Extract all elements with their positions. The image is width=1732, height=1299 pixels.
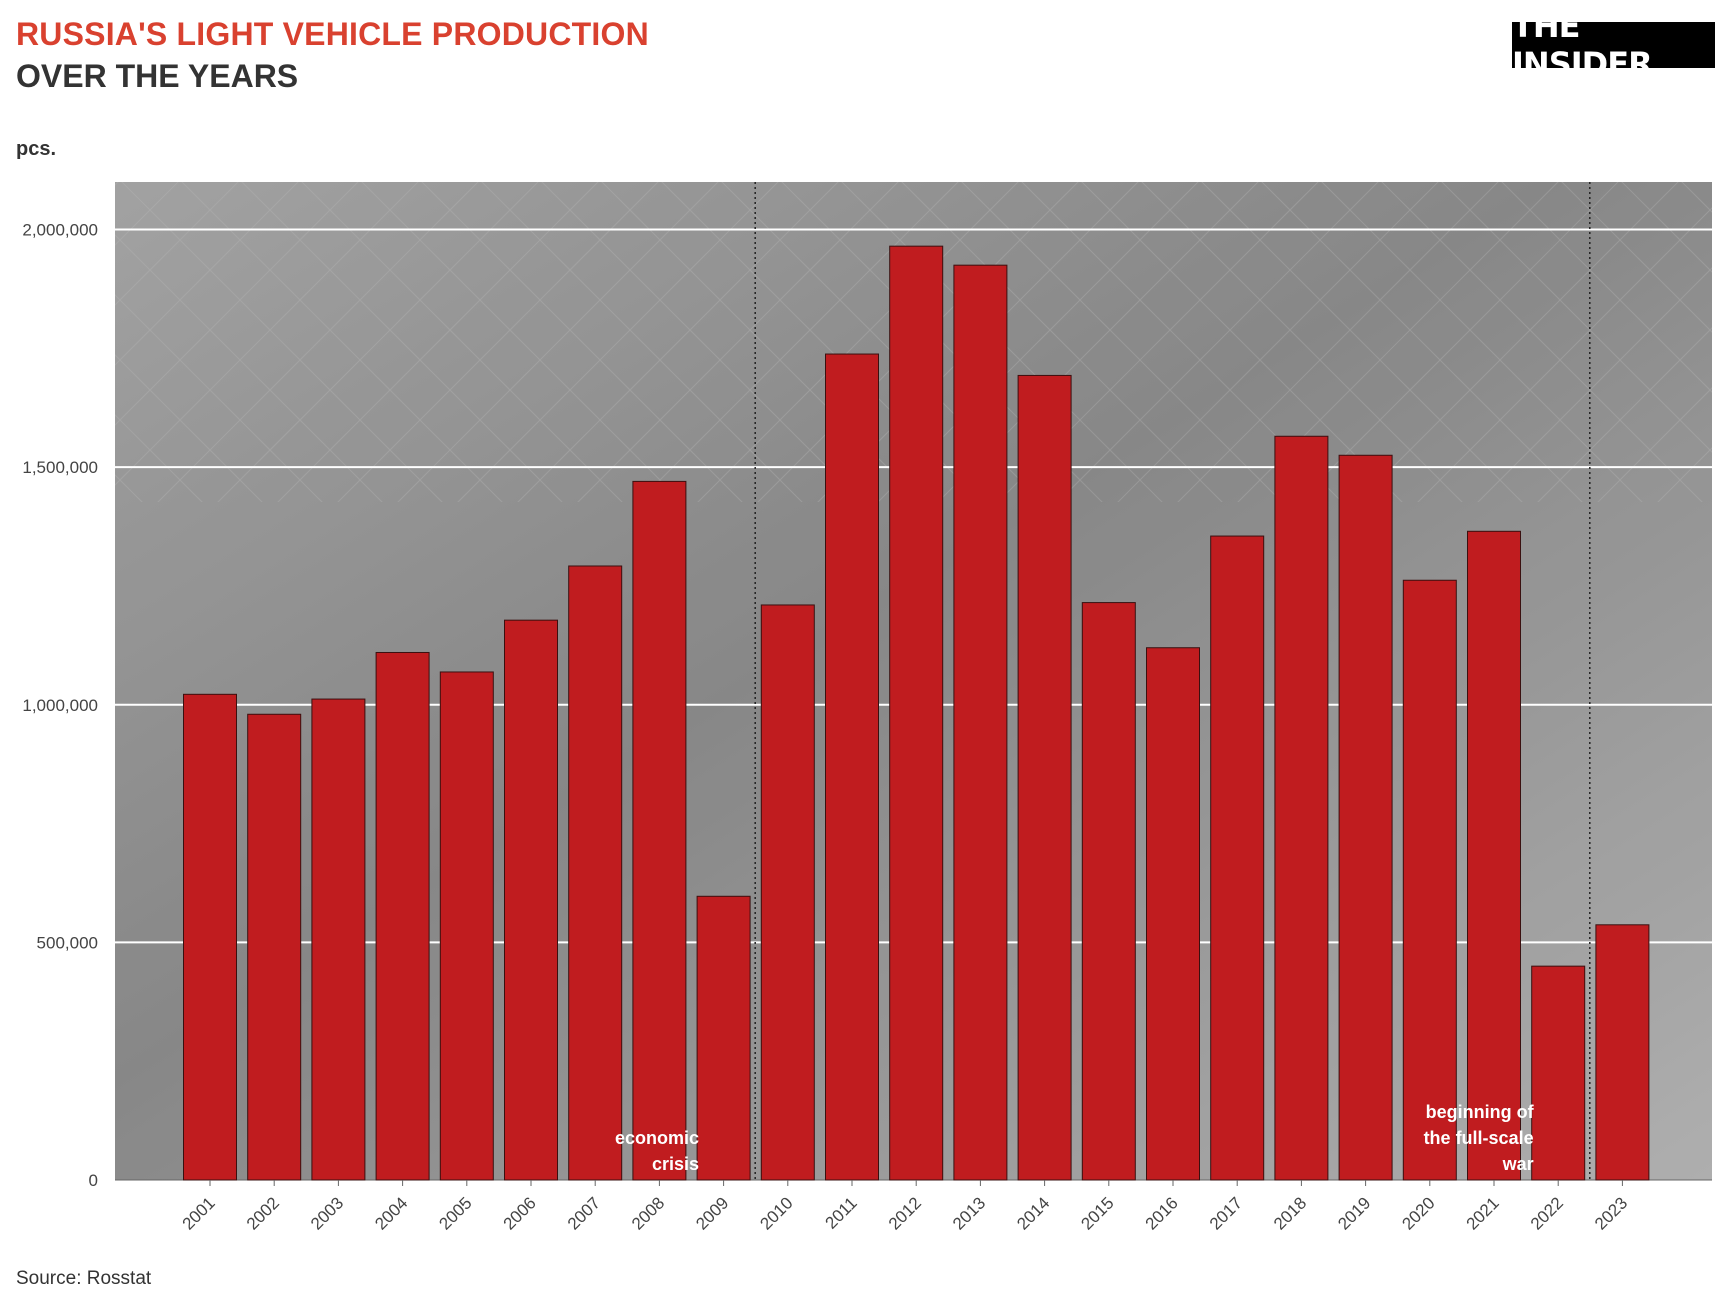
x-tick-label: 2010: [756, 1193, 796, 1233]
bar: [504, 619, 558, 1181]
x-tick-label: 2014: [1013, 1193, 1053, 1233]
x-axis-ticks: 2001 2002 2003 2004 2005 2006 2007 2008 2009 2010…: [179, 1180, 1631, 1234]
x-tick-label: 2018: [1270, 1193, 1310, 1233]
chart-title-line-2: OVER THE YEARS: [16, 58, 299, 94]
x-tick-label: 2002: [243, 1193, 283, 1233]
annotation-line: beginning of: [1426, 1102, 1535, 1122]
bar: [311, 698, 366, 1181]
y-tick-label: 2,000,000: [22, 221, 98, 240]
bar: [760, 604, 815, 1181]
annotation-line: economic: [615, 1128, 699, 1148]
x-tick-label: 2009: [692, 1193, 732, 1233]
x-tick-label: 2023: [1591, 1193, 1631, 1233]
x-tick-label: 2021: [1463, 1193, 1503, 1233]
event-annotations: economic crisis beginning of the full-scale…: [615, 1102, 1535, 1174]
x-tick-label: 2006: [500, 1193, 540, 1233]
x-tick-label: 2011: [822, 1193, 861, 1232]
bar: [632, 480, 687, 1181]
annotation-line: war: [1502, 1154, 1534, 1174]
bar: [825, 353, 879, 1181]
bar-series: [183, 245, 1650, 1181]
bar: [1210, 535, 1265, 1181]
bar: [1338, 454, 1393, 1181]
x-tick-label: 2015: [1077, 1193, 1117, 1233]
x-tick-label: 2019: [1334, 1193, 1374, 1233]
y-tick-label: 0: [89, 1171, 98, 1190]
bar: [1402, 579, 1457, 1181]
x-tick-label: 2007: [564, 1193, 604, 1233]
bar: [247, 713, 302, 1181]
bar: [568, 565, 623, 1181]
bar: [1531, 965, 1586, 1181]
annotation-line: crisis: [652, 1154, 699, 1174]
bar: [1467, 530, 1521, 1181]
bar: [1595, 924, 1650, 1181]
x-tick-label: 2001: [179, 1193, 219, 1233]
bar: [375, 651, 430, 1181]
x-tick-label: 2016: [1142, 1193, 1182, 1233]
bar: [889, 245, 944, 1181]
bar: [1081, 602, 1136, 1181]
bar: [1146, 647, 1200, 1181]
bar: [953, 264, 1008, 1181]
x-tick-label: 2017: [1206, 1193, 1246, 1233]
x-tick-label: 2003: [307, 1193, 347, 1233]
bar: [439, 671, 494, 1181]
bar: [183, 693, 237, 1181]
y-axis-unit-label: pcs.: [16, 138, 57, 160]
x-tick-label: 2004: [371, 1193, 411, 1233]
bar: [696, 895, 751, 1181]
x-tick-label: 2020: [1398, 1193, 1438, 1233]
x-tick-label: 2022: [1527, 1193, 1567, 1233]
x-tick-label: 2008: [628, 1193, 668, 1233]
y-tick-label: 500,000: [37, 933, 98, 952]
bar: [1274, 435, 1329, 1181]
x-tick-label: 2005: [435, 1193, 475, 1233]
event-dividers: [754, 182, 1591, 1180]
source-note: Source: Rosstat: [16, 1268, 152, 1289]
x-tick-label: 2013: [949, 1193, 989, 1233]
y-axis-ticks: 0 500,000 1,000,000 1,500,000 2,000,000: [22, 221, 98, 1190]
bar: [1017, 374, 1072, 1181]
annotation-line: the full-scale: [1424, 1128, 1534, 1148]
x-tick-label: 2012: [885, 1193, 925, 1233]
y-tick-label: 1,000,000: [22, 696, 98, 715]
y-tick-label: 1,500,000: [22, 458, 98, 477]
chart-title-line-1: RUSSIA'S LIGHT VEHICLE PRODUCTION: [16, 16, 649, 52]
